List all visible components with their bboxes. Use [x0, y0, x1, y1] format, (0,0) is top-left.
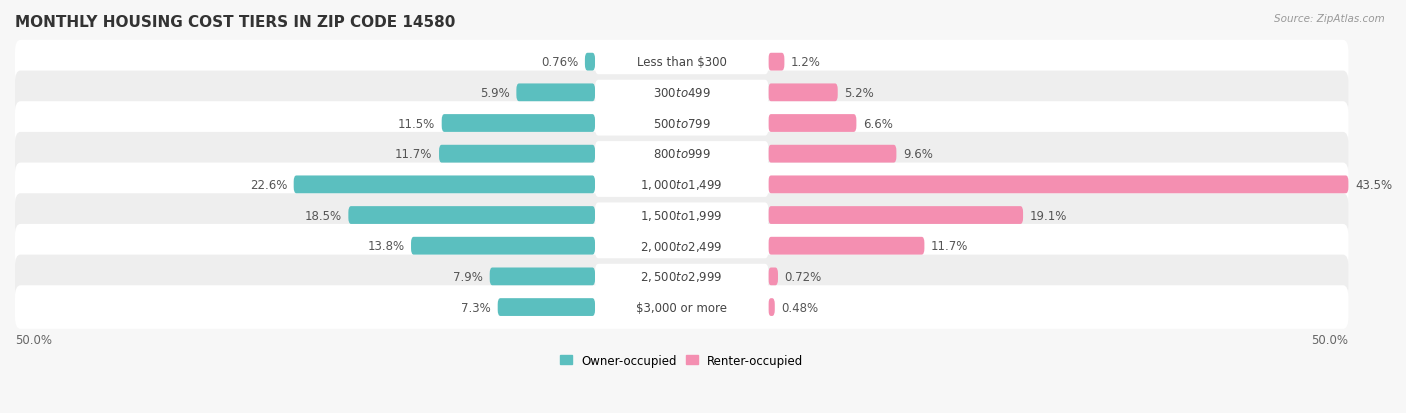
Text: 6.6%: 6.6% [863, 117, 893, 130]
FancyBboxPatch shape [516, 84, 595, 102]
Text: $800 to $999: $800 to $999 [652, 148, 710, 161]
Text: 11.7%: 11.7% [931, 240, 969, 253]
Text: $300 to $499: $300 to $499 [652, 87, 710, 100]
FancyBboxPatch shape [411, 237, 595, 255]
FancyBboxPatch shape [15, 41, 1348, 84]
FancyBboxPatch shape [15, 133, 1348, 176]
FancyBboxPatch shape [769, 84, 838, 102]
FancyBboxPatch shape [595, 81, 769, 106]
Text: 0.76%: 0.76% [541, 56, 578, 69]
FancyBboxPatch shape [769, 268, 778, 286]
FancyBboxPatch shape [15, 255, 1348, 299]
Text: 7.3%: 7.3% [461, 301, 491, 314]
FancyBboxPatch shape [595, 234, 769, 259]
Text: $1,500 to $1,999: $1,500 to $1,999 [641, 209, 723, 223]
Text: 9.6%: 9.6% [903, 148, 934, 161]
Text: 1.2%: 1.2% [792, 56, 821, 69]
FancyBboxPatch shape [439, 145, 595, 163]
Legend: Owner-occupied, Renter-occupied: Owner-occupied, Renter-occupied [555, 349, 808, 371]
FancyBboxPatch shape [498, 299, 595, 316]
Text: Less than $300: Less than $300 [637, 56, 727, 69]
Text: 0.72%: 0.72% [785, 270, 823, 283]
FancyBboxPatch shape [595, 111, 769, 136]
Text: $500 to $799: $500 to $799 [652, 117, 710, 130]
FancyBboxPatch shape [15, 194, 1348, 237]
Text: 11.5%: 11.5% [398, 117, 434, 130]
FancyBboxPatch shape [769, 206, 1024, 224]
FancyBboxPatch shape [769, 54, 785, 71]
FancyBboxPatch shape [585, 54, 595, 71]
FancyBboxPatch shape [489, 268, 595, 286]
Text: $2,500 to $2,999: $2,500 to $2,999 [641, 270, 723, 284]
FancyBboxPatch shape [769, 299, 775, 316]
Text: 5.2%: 5.2% [845, 87, 875, 100]
FancyBboxPatch shape [15, 102, 1348, 145]
FancyBboxPatch shape [769, 176, 1348, 194]
Text: 18.5%: 18.5% [305, 209, 342, 222]
Text: 50.0%: 50.0% [15, 333, 52, 347]
FancyBboxPatch shape [595, 264, 769, 289]
Text: 22.6%: 22.6% [250, 178, 287, 191]
Text: 43.5%: 43.5% [1355, 178, 1392, 191]
Text: 5.9%: 5.9% [479, 87, 510, 100]
FancyBboxPatch shape [769, 115, 856, 133]
FancyBboxPatch shape [441, 115, 595, 133]
FancyBboxPatch shape [595, 142, 769, 167]
FancyBboxPatch shape [15, 224, 1348, 268]
Text: 7.9%: 7.9% [453, 270, 484, 283]
FancyBboxPatch shape [595, 50, 769, 75]
FancyBboxPatch shape [15, 163, 1348, 206]
FancyBboxPatch shape [769, 145, 897, 163]
Text: 0.48%: 0.48% [782, 301, 818, 314]
Text: $3,000 or more: $3,000 or more [636, 301, 727, 314]
Text: MONTHLY HOUSING COST TIERS IN ZIP CODE 14580: MONTHLY HOUSING COST TIERS IN ZIP CODE 1… [15, 15, 456, 30]
FancyBboxPatch shape [15, 286, 1348, 329]
Text: $2,000 to $2,499: $2,000 to $2,499 [641, 239, 723, 253]
FancyBboxPatch shape [15, 71, 1348, 115]
Text: 13.8%: 13.8% [367, 240, 405, 253]
FancyBboxPatch shape [294, 176, 595, 194]
Text: 11.7%: 11.7% [395, 148, 433, 161]
FancyBboxPatch shape [595, 172, 769, 197]
Text: 50.0%: 50.0% [1312, 333, 1348, 347]
Text: 19.1%: 19.1% [1029, 209, 1067, 222]
Text: $1,000 to $1,499: $1,000 to $1,499 [641, 178, 723, 192]
FancyBboxPatch shape [349, 206, 595, 224]
FancyBboxPatch shape [595, 295, 769, 320]
Text: Source: ZipAtlas.com: Source: ZipAtlas.com [1274, 14, 1385, 24]
FancyBboxPatch shape [769, 237, 924, 255]
FancyBboxPatch shape [595, 203, 769, 228]
